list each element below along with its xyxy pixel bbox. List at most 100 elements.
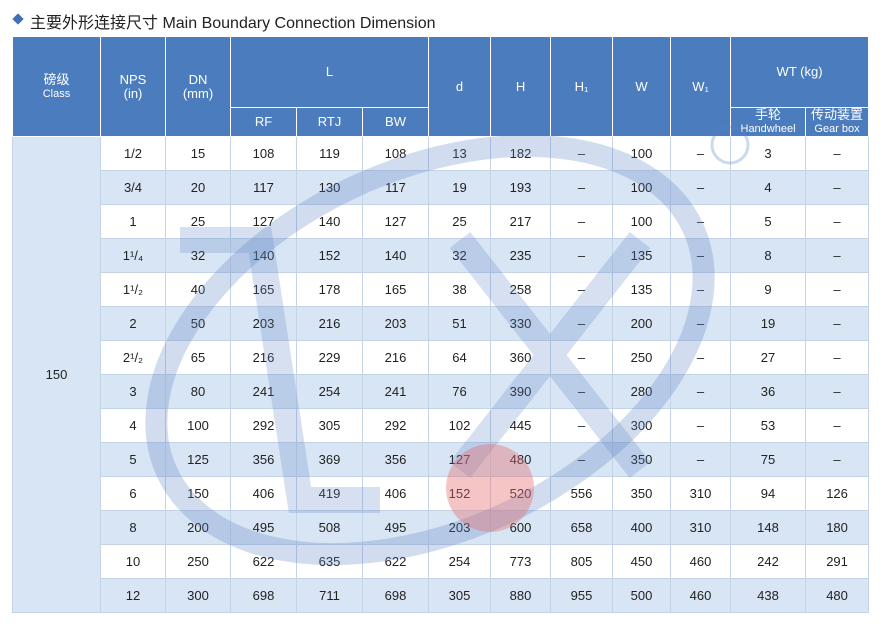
table-cell: 4 [730, 170, 807, 205]
table-cell: 117 [230, 170, 297, 205]
table-row: 3/4 20 117 130 117 19 193–100–4– [13, 170, 870, 205]
table-cell: 2¹/₂ [100, 340, 166, 375]
table-cell: 32 [428, 238, 492, 273]
table-cell: 292 [361, 408, 430, 443]
header-cell: W [612, 36, 672, 137]
header-text: 传动装置 [811, 107, 864, 122]
table-row: 12 300 698 711 698 305 880 955 500 460 438 480 [13, 578, 870, 613]
table-cell: – [550, 238, 614, 273]
table-cell: 108 [361, 136, 430, 171]
title: 主要外形连接尺寸 Main Boundary Connection Dimens… [30, 15, 436, 32]
header-cell: d [428, 36, 492, 137]
header-text: Handwheel [740, 123, 796, 135]
table-row: 1 25 127 140 127 25 217–100–5– [13, 204, 870, 239]
table-cell: 622 [361, 544, 430, 579]
table-cell: 13 [428, 136, 492, 171]
header-cell: 手轮 Handwheel [730, 107, 807, 137]
table-cell: – [550, 170, 614, 205]
table-cell: 19 [730, 306, 807, 341]
table-cell: 64 [428, 340, 492, 375]
table-cell: 15 [165, 136, 231, 171]
table-cell: 622 [230, 544, 297, 579]
header-cell: H [490, 36, 552, 137]
table-cell: 65 [165, 340, 231, 375]
table-row: 1¹/₂ 40 165 178 165 38 258–135–9– [13, 272, 870, 307]
header-cell: L [229, 36, 430, 108]
table-cell: – [805, 238, 870, 273]
table-row: 150 1/2 15 108 119 108 13 182–100–3– [12, 136, 870, 613]
header-text: Class [42, 87, 71, 100]
table-cell: 100 [165, 408, 231, 443]
table-cell: 102 [428, 408, 492, 443]
table-cell: 698 [230, 578, 297, 613]
table-row: 1¹/₄ 32 140 152 140 32 235–135–8– [13, 238, 870, 273]
table-cell: 12 [100, 578, 166, 613]
class-cell: 150 [12, 136, 101, 613]
table-cell: – [670, 408, 732, 443]
bullet-icon [12, 13, 24, 25]
table-cell: 250 [165, 544, 231, 579]
table-cell: – [805, 136, 870, 171]
table-cell: 100 [612, 136, 672, 171]
table-cell: 291 [805, 544, 870, 579]
table-cell: – [805, 442, 870, 477]
table-row: 8 200 495 508 495 203 600 658 400 310 148 180 [13, 510, 870, 545]
table-cell: 330 [490, 306, 552, 341]
table-cell: 3/4 [100, 170, 166, 205]
table-cell: – [550, 204, 614, 239]
table-cell: 140 [361, 238, 430, 273]
table-row: 6 150 406 419 406 152 520 556 350 310 94 126 [13, 476, 870, 511]
table-cell: 711 [296, 578, 363, 613]
table-cell: 4 [100, 408, 166, 443]
table-cell: 130 [296, 170, 363, 205]
table-cell: 127 [428, 442, 492, 477]
table-cell: 635 [296, 544, 363, 579]
table-cell: – [670, 340, 732, 375]
table-cell: 406 [361, 476, 430, 511]
table-row: 2¹/₂ 65 216 229 216 64 360–250–27– [13, 340, 870, 375]
table-cell: – [805, 272, 870, 307]
header-cell: NPS (in) [100, 36, 166, 137]
table-cell: 406 [230, 476, 297, 511]
table-row: 2 50 203 216 203 51 330–200–19– [13, 306, 870, 341]
table-cell: – [805, 374, 870, 409]
table-cell: 80 [165, 374, 231, 409]
table-cell: 3 [100, 374, 166, 409]
table-cell: 38 [428, 272, 492, 307]
table-cell: 480 [805, 578, 870, 613]
table-cell: 165 [230, 272, 297, 307]
table-cell: 193 [490, 170, 552, 205]
table-cell: – [550, 442, 614, 477]
table-cell: 27 [730, 340, 807, 375]
table-cell: – [805, 408, 870, 443]
table-cell: 460 [670, 544, 732, 579]
table-cell: – [670, 238, 732, 273]
table-cell: 50 [165, 306, 231, 341]
table-cell: 94 [730, 476, 807, 511]
table-cell: 480 [490, 442, 552, 477]
table-cell: 100 [612, 170, 672, 205]
table-cell: – [670, 204, 732, 239]
table-cell: 2 [100, 306, 166, 341]
table-cell: 369 [296, 442, 363, 477]
header-cell: BW [361, 107, 430, 137]
table-cell: 450 [612, 544, 672, 579]
table-body: 150 1/2 15 108 119 108 13 182–100–3–3/4 20 117 130… [12, 136, 870, 613]
table-cell: 556 [550, 476, 614, 511]
table-cell: 53 [730, 408, 807, 443]
table-cell: 254 [296, 374, 363, 409]
table-cell: 135 [612, 238, 672, 273]
table-cell: – [805, 204, 870, 239]
table-cell: 20 [165, 170, 231, 205]
table-cell: – [670, 374, 732, 409]
header-cell: RTJ [296, 107, 363, 137]
table-cell: 300 [612, 408, 672, 443]
table-cell: 520 [490, 476, 552, 511]
table-cell: 152 [296, 238, 363, 273]
table-cell: 310 [670, 476, 732, 511]
table-cell: 390 [490, 374, 552, 409]
header-text: Gear box [814, 123, 860, 135]
table-cell: 292 [230, 408, 297, 443]
header-cell: RF [230, 107, 297, 137]
table-cell: – [550, 136, 614, 171]
